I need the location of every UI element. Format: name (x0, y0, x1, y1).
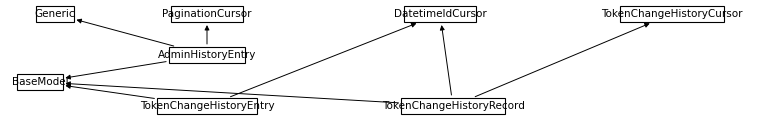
Text: PaginationCursor: PaginationCursor (162, 9, 252, 19)
FancyBboxPatch shape (18, 74, 62, 90)
FancyBboxPatch shape (157, 98, 257, 114)
Text: TokenChangeHistoryRecord: TokenChangeHistoryRecord (382, 101, 525, 111)
Text: Generic: Generic (35, 9, 75, 19)
FancyBboxPatch shape (170, 6, 243, 22)
FancyBboxPatch shape (404, 6, 476, 22)
FancyBboxPatch shape (169, 47, 245, 63)
FancyBboxPatch shape (401, 98, 505, 114)
Text: AdminHistoryEntry: AdminHistoryEntry (157, 50, 257, 60)
Text: TokenChangeHistoryCursor: TokenChangeHistoryCursor (601, 9, 743, 19)
FancyBboxPatch shape (621, 6, 723, 22)
FancyBboxPatch shape (36, 6, 74, 22)
Text: BaseModel: BaseModel (12, 77, 68, 87)
Text: DatetimeIdCursor: DatetimeIdCursor (394, 9, 486, 19)
Text: TokenChangeHistoryEntry: TokenChangeHistoryEntry (140, 101, 274, 111)
